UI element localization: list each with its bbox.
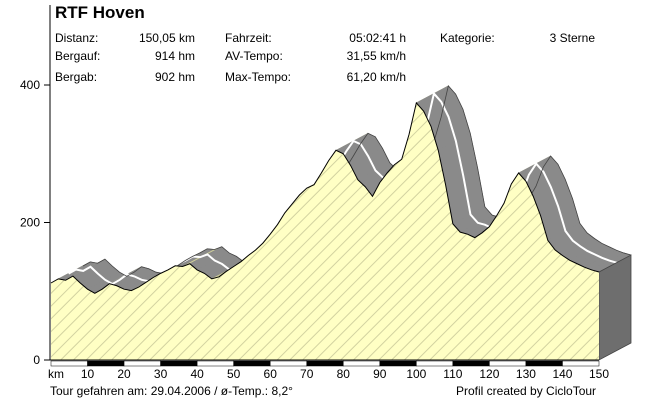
scale-bar-segment [343, 360, 381, 367]
scale-bar-segment [196, 360, 234, 367]
elevation-area [51, 102, 599, 360]
time-label: Fahrzeit: [225, 31, 272, 45]
category-value: 3 Sterne [549, 31, 595, 45]
y-tick-label: 400 [20, 78, 40, 92]
y-tick-label: 200 [20, 216, 40, 230]
scale-bar-segment [562, 360, 600, 367]
avg-speed-label: AV-Tempo: [225, 49, 283, 63]
scale-bar-segment [123, 360, 161, 367]
descent-value: 902 hm [154, 70, 195, 84]
y-tick-label: 0 [33, 353, 40, 367]
scale-bar-segment [306, 360, 344, 367]
area-layer [50, 101, 600, 360]
scale-bar-segment [87, 360, 125, 367]
max-speed-value: 61,20 km/h [346, 70, 406, 84]
category-label: Kategorie: [440, 31, 495, 45]
scale-bar-segment [525, 360, 563, 367]
x-tick-label: 130 [516, 367, 536, 381]
distance-label: Distanz: [55, 31, 99, 45]
x-tick-label: 90 [373, 367, 387, 381]
x-tick-label: 50 [227, 367, 241, 381]
x-tick-label: 80 [337, 367, 351, 381]
x-tick-label: 120 [479, 367, 499, 381]
x-tick-label: 40 [190, 367, 204, 381]
avg-speed-value: 31,55 km/h [346, 49, 406, 63]
scale-bar-segment [160, 360, 198, 367]
x-tick-label: 150 [589, 367, 609, 381]
x-tick-label: 100 [406, 367, 426, 381]
scale-bar-segment [452, 360, 490, 367]
max-speed-label: Max-Tempo: [225, 70, 292, 84]
x-tick-label: 30 [154, 367, 168, 381]
chart-title: RTF Hoven [55, 3, 145, 22]
scale-bar-segment [50, 360, 88, 367]
tour-info: Tour gefahren am: 29.04.2006 / ø-Temp.: … [50, 384, 293, 398]
x-axis-label: km [48, 367, 64, 381]
time-value: 05:02:41 h [349, 31, 406, 45]
ascent-value: 914 hm [154, 49, 195, 63]
scale-bar-segment [233, 360, 271, 367]
x-tick-label: 110 [443, 367, 462, 381]
axis-layer: 0 200 400 km 10 20 30 40 50 60 70 80 90 100 110 120 130 1… [20, 5, 609, 381]
descent-label: Bergab: [55, 70, 98, 84]
scale-bar-segment [269, 360, 307, 367]
x-tick-label: 60 [264, 367, 278, 381]
ascent-label: Bergauf: [55, 49, 101, 63]
credit: Profil created by CicloTour [456, 384, 597, 398]
x-tick-label: 10 [81, 367, 95, 381]
x-tick-label: 70 [300, 367, 314, 381]
profile-side-wall [598, 254, 632, 361]
x-tick-label: 140 [552, 367, 572, 381]
elevation-line [50, 101, 600, 294]
x-tick-label: 20 [117, 367, 131, 381]
scale-bar-segment [416, 360, 454, 367]
scale-bar-segment [379, 360, 417, 367]
distance-value: 150,05 km [138, 31, 195, 45]
scale-bar-segment [489, 360, 527, 367]
